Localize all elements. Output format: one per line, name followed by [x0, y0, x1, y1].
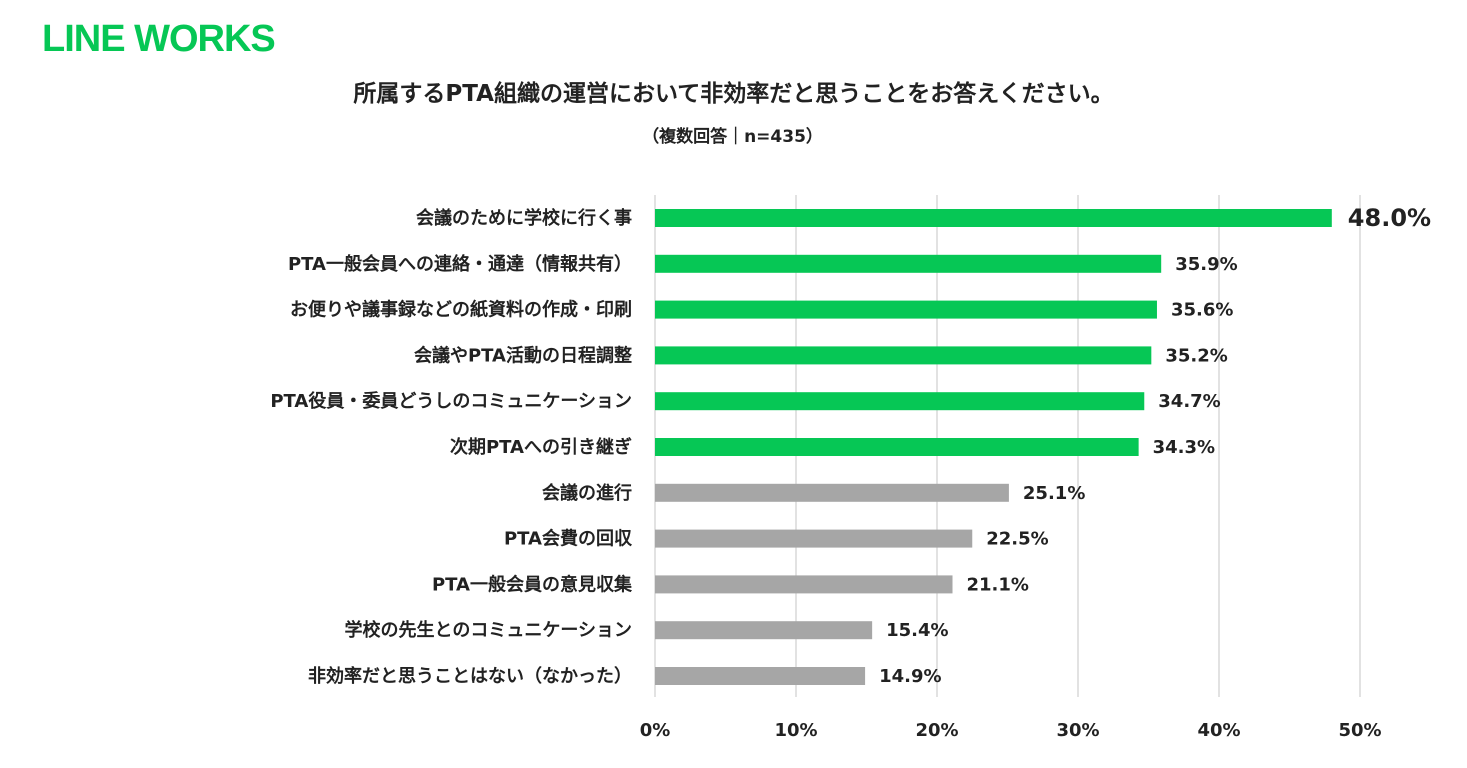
- data-label: 34.3%: [1153, 437, 1215, 458]
- category-label: PTA会費の回収: [504, 528, 633, 550]
- category-label: 会議のために学校に行く事: [416, 207, 632, 229]
- data-label: 25.1%: [1023, 483, 1085, 504]
- bar: [655, 438, 1139, 456]
- data-label: 15.4%: [886, 620, 948, 641]
- chart-title: 所属するPTA組織の運営において非効率だと思うことをお答えください。: [353, 81, 1114, 107]
- x-tick-label: 10%: [774, 720, 817, 741]
- x-tick-label: 0%: [640, 720, 671, 741]
- bar: [655, 621, 873, 640]
- line-works-logo: LINE WORKS: [42, 18, 276, 60]
- data-label: 35.6%: [1171, 300, 1233, 321]
- data-label: 14.9%: [879, 666, 941, 687]
- data-label: 21.1%: [967, 574, 1029, 595]
- bar: [655, 346, 1152, 365]
- category-label: PTA役員・委員どうしのコミュニケーション: [270, 390, 632, 412]
- data-label: 35.9%: [1175, 254, 1237, 275]
- category-label: PTA一般会員への連絡・通達（情報共有）: [288, 253, 632, 275]
- data-label: 22.5%: [986, 529, 1048, 550]
- x-tick-label: 30%: [1056, 720, 1099, 741]
- bar: [655, 209, 1332, 227]
- category-label: 会議やPTA活動の日程調整: [414, 344, 632, 366]
- category-label: 学校の先生とのコミュニケーション: [345, 619, 632, 641]
- category-label: 次期PTAへの引き継ぎ: [450, 436, 632, 458]
- x-tick-label: 50%: [1338, 720, 1381, 741]
- x-tick-label: 40%: [1197, 720, 1240, 741]
- bar: [655, 529, 973, 548]
- category-label: 非効率だと思うことはない（なかった）: [308, 665, 632, 687]
- data-label: 35.2%: [1165, 345, 1227, 366]
- bar: [655, 667, 866, 685]
- bar: [655, 483, 1009, 502]
- category-label: PTA一般会員の意見収集: [432, 573, 633, 595]
- bar: [655, 392, 1145, 411]
- data-label: 48.0%: [1348, 204, 1431, 232]
- bar: [655, 254, 1162, 273]
- data-label: 34.7%: [1158, 391, 1220, 412]
- category-label: お便りや議事録などの紙資料の作成・印刷: [290, 299, 632, 321]
- x-tick-label: 20%: [915, 720, 958, 741]
- bar: [655, 300, 1157, 319]
- category-label: 会議の進行: [542, 482, 632, 504]
- bar: [655, 575, 953, 594]
- chart-subtitle: （複数回答｜n=435）: [642, 127, 823, 147]
